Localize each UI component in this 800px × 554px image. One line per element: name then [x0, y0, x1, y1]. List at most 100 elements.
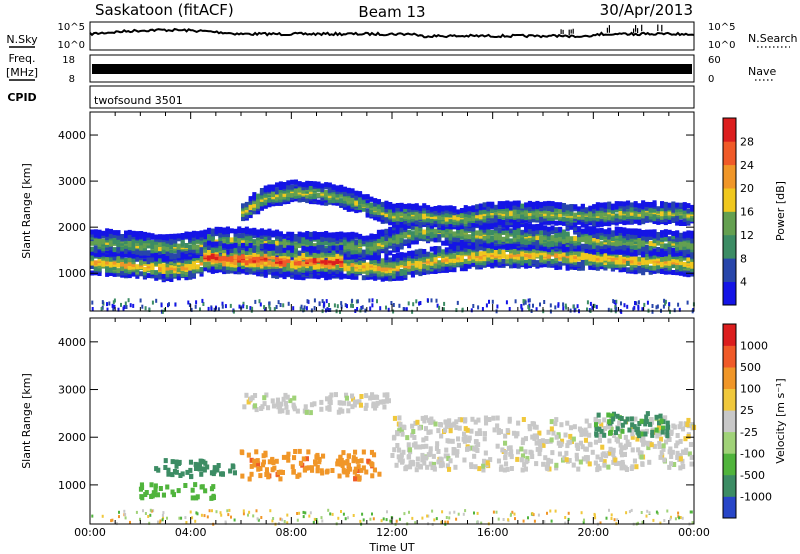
power-cell: [539, 235, 544, 241]
power-cell: [237, 246, 242, 252]
power-cell: [433, 237, 438, 243]
power-cell: [120, 245, 125, 251]
power-cell: [225, 226, 230, 232]
power-cell: [543, 251, 548, 257]
power-cell: [233, 228, 238, 234]
power-cell: [365, 249, 370, 255]
power-cell: [501, 253, 506, 259]
power-cell: [252, 202, 257, 208]
power-cell: [169, 277, 174, 282]
power-cell: [241, 238, 246, 244]
power-cell: [161, 248, 166, 253]
power-cell: [399, 268, 404, 274]
power-cell: [652, 238, 657, 244]
power-cell: [501, 219, 506, 225]
power-cell: [456, 209, 461, 215]
power-cell: [339, 198, 344, 204]
power-cell: [161, 240, 166, 246]
noise-left-tick-top: 10^5: [58, 22, 85, 33]
power-cell: [573, 259, 578, 265]
power-cell: [293, 187, 298, 193]
power-cell: [656, 206, 661, 212]
power-cell: [358, 233, 363, 239]
power-cell: [339, 184, 344, 190]
power-cell: [346, 232, 351, 238]
power-cell: [286, 249, 291, 255]
power-cell: [505, 245, 510, 250]
power-cell: [293, 196, 298, 202]
power-cell: [599, 210, 604, 216]
power-cell: [505, 203, 510, 209]
power-cell: [588, 244, 593, 250]
power-cell: [690, 251, 695, 257]
power-cell: [633, 205, 638, 211]
power-cell: [90, 246, 95, 252]
power-cell: [324, 231, 329, 236]
power-cell: [320, 231, 325, 237]
power-cell: [108, 233, 113, 239]
power-cell: [376, 265, 381, 271]
power-cell: [614, 239, 619, 245]
power-cell: [539, 214, 544, 220]
power-cell: [308, 245, 313, 251]
power-cell: [535, 223, 540, 229]
power-cell: [214, 252, 219, 257]
power-cell: [376, 209, 381, 215]
power-cell: [441, 205, 446, 211]
power-cell: [395, 239, 400, 245]
power-cell: [569, 255, 574, 261]
power-cell: [248, 267, 253, 273]
power-cell: [116, 262, 121, 268]
power-cell: [429, 252, 434, 258]
power-cell: [392, 272, 397, 278]
power-cell: [641, 252, 646, 258]
power-cell: [297, 266, 302, 271]
power-cell: [286, 241, 291, 247]
power-cell: [527, 235, 532, 241]
power-cell: [248, 213, 253, 219]
power-cell: [324, 182, 329, 188]
power-cell: [301, 182, 306, 188]
power-cell: [278, 184, 283, 189]
power-cell: [392, 254, 397, 259]
power-cell: [112, 232, 117, 238]
power-cell: [493, 204, 498, 210]
power-cell: [603, 207, 608, 213]
freq-panel-frame: [89, 54, 695, 83]
power-cell: [686, 256, 691, 262]
power-cell: [124, 257, 129, 263]
power-cell: [505, 223, 510, 229]
power-cell: [610, 230, 615, 236]
power-cell: [527, 244, 532, 250]
power-cell: [150, 248, 155, 254]
power-cell: [354, 266, 359, 272]
power-cell: [660, 256, 665, 262]
power-cell: [516, 254, 521, 260]
power-cell: [580, 214, 585, 220]
power-cell: [433, 219, 438, 225]
power-cell: [626, 247, 631, 252]
power-cell: [686, 265, 691, 271]
power-cell: [229, 262, 234, 268]
power-cell: [527, 257, 532, 263]
freq-label: Freq.: [8, 52, 35, 65]
power-cell: [414, 219, 419, 225]
power-cell: [577, 246, 582, 252]
power-cell: [410, 203, 415, 209]
power-cell: [603, 251, 608, 257]
power-cell: [108, 271, 113, 276]
power-cell: [184, 251, 189, 257]
power-cell: [448, 209, 453, 215]
power-cell: [524, 232, 529, 237]
power-cell: [418, 230, 423, 236]
power-cell: [516, 251, 521, 257]
power-cell: [626, 261, 631, 266]
power-cell: [422, 254, 427, 260]
power-cell: [108, 244, 113, 250]
power-cell: [459, 250, 464, 256]
power-cell: [493, 245, 498, 250]
power-cell: [656, 251, 661, 257]
power-cell: [173, 233, 178, 239]
power-cell: [433, 269, 438, 274]
